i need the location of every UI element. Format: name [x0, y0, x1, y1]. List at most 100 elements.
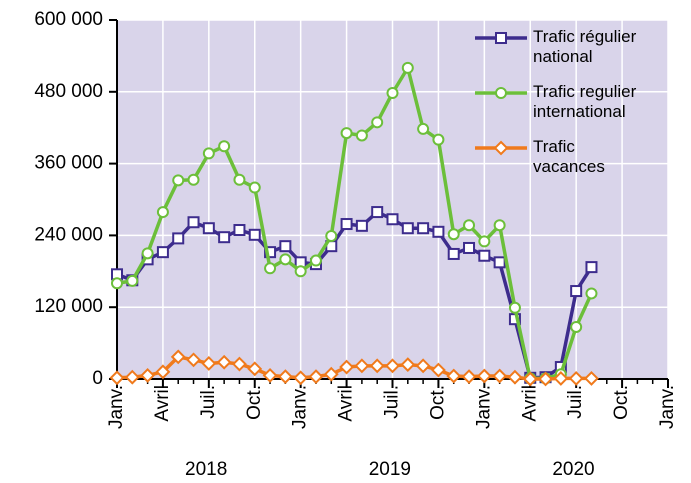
marker [431, 362, 446, 378]
marker [293, 370, 309, 386]
marker [264, 246, 277, 259]
marker [340, 218, 353, 231]
marker [187, 216, 200, 229]
marker [233, 173, 246, 186]
marker [386, 213, 399, 226]
year-label: 2019 [369, 459, 411, 480]
marker [187, 173, 200, 186]
marker [492, 368, 508, 384]
marker [585, 287, 598, 300]
marker [417, 222, 430, 235]
marker [140, 367, 156, 383]
marker [493, 140, 509, 156]
marker [447, 228, 460, 241]
marker [415, 358, 431, 374]
x-tick-label: Juil. [198, 385, 219, 419]
marker [262, 367, 278, 383]
marker [186, 352, 201, 368]
marker [570, 285, 583, 298]
marker [172, 174, 185, 187]
x-tick-label: Janv. [473, 385, 494, 429]
marker [476, 368, 492, 384]
marker [308, 369, 324, 385]
marker [493, 219, 506, 232]
marker [400, 357, 416, 373]
marker [170, 349, 186, 365]
marker [247, 361, 263, 377]
marker [568, 370, 584, 386]
marker [522, 371, 538, 387]
marker [323, 366, 339, 382]
x-tick-label: Avril [336, 385, 357, 422]
marker [141, 247, 154, 260]
marker [447, 247, 460, 260]
marker [507, 369, 523, 385]
year-label: 2020 [552, 459, 594, 480]
x-tick-label: Oct. [244, 385, 265, 420]
legend-label: Trafic vacances [533, 137, 605, 176]
y-tick-label: 0 [92, 368, 103, 389]
marker [126, 274, 139, 287]
x-tick-label: Janv. [657, 385, 678, 429]
marker [339, 359, 354, 375]
x-tick-label: Oct. [611, 385, 632, 420]
legend-label: Trafic regulier international [533, 82, 637, 121]
marker [371, 116, 384, 129]
marker [202, 222, 215, 235]
marker [156, 206, 169, 219]
marker [463, 241, 476, 254]
y-tick-label: 360 000 [34, 153, 103, 174]
marker [355, 129, 368, 142]
marker [111, 277, 123, 290]
marker [401, 222, 414, 235]
marker [109, 370, 125, 386]
marker [277, 369, 293, 385]
marker [369, 358, 385, 374]
marker [218, 231, 231, 244]
marker [446, 368, 462, 384]
marker [155, 364, 171, 380]
marker [493, 256, 506, 269]
marker [279, 240, 292, 253]
marker [172, 232, 185, 245]
marker [248, 228, 261, 241]
marker [202, 147, 215, 160]
marker [232, 356, 247, 372]
marker [495, 32, 507, 44]
year-label: 2018 [185, 459, 227, 480]
x-tick-label: Juil. [382, 385, 403, 419]
marker [538, 371, 553, 387]
marker [124, 369, 140, 385]
marker [553, 370, 569, 386]
marker [264, 262, 277, 275]
marker [325, 229, 338, 242]
marker [478, 249, 491, 262]
x-tick-label: Janv. [106, 385, 127, 429]
marker [461, 369, 477, 385]
marker [201, 356, 217, 371]
marker [463, 219, 476, 232]
marker [233, 224, 246, 237]
marker [478, 235, 491, 248]
x-tick-label: Juil. [565, 385, 586, 419]
marker [340, 127, 353, 140]
marker [371, 206, 384, 219]
y-tick-label: 120 000 [34, 296, 103, 317]
marker [570, 320, 583, 333]
marker [294, 265, 307, 278]
marker [417, 122, 430, 135]
marker [355, 219, 368, 232]
marker [508, 301, 521, 314]
legend-label: Trafic régulier national [533, 27, 637, 66]
y-tick-label: 240 000 [34, 224, 103, 245]
marker [585, 261, 598, 274]
marker [432, 225, 445, 238]
x-tick-label: Janv. [290, 385, 311, 429]
marker [354, 358, 370, 374]
x-tick-label: Avril [152, 385, 173, 422]
marker [432, 133, 445, 146]
x-tick-label: Avril [519, 385, 540, 422]
y-tick-label: 600 000 [34, 9, 103, 30]
